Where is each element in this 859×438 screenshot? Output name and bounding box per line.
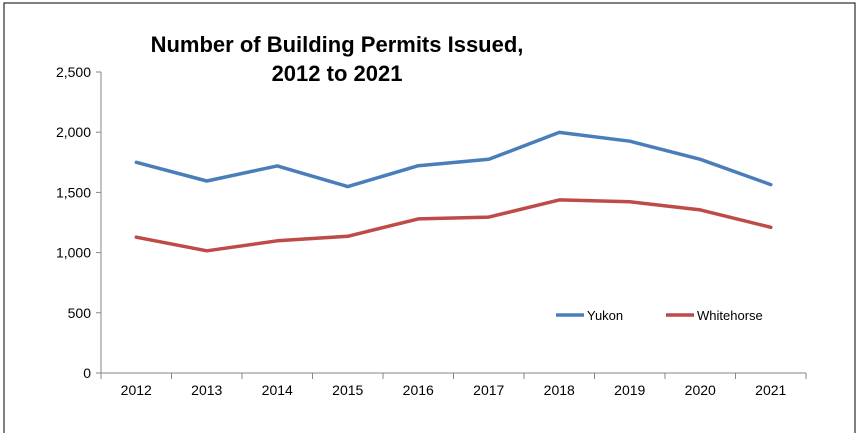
chart-border <box>3 2 856 433</box>
y-tick-label: 1,000 <box>56 245 91 261</box>
legend-label: Yukon <box>587 308 623 323</box>
x-tick-label: 2013 <box>191 382 222 398</box>
x-tick-label: 2020 <box>685 382 716 398</box>
chart-title-line-1: Number of Building Permits Issued, <box>151 32 524 57</box>
x-tick-label: 2019 <box>614 382 645 398</box>
series-lines <box>134 130 773 253</box>
series-line-whitehorse <box>134 198 773 253</box>
legend: Yukon Whitehorse <box>556 308 763 323</box>
line-chart: Number of Building Permits Issued, 2012 … <box>3 2 856 433</box>
y-tick-label: 0 <box>83 365 91 381</box>
series-line-yukon <box>134 130 773 189</box>
y-tick-label: 1,500 <box>56 184 91 200</box>
x-tick-label: 2021 <box>755 382 786 398</box>
axes: 0 500 1,000 1,500 2,000 2,500 2012 2013 2014 2015… <box>56 64 807 398</box>
x-tick-label: 2014 <box>262 382 293 398</box>
x-tick-label: 2012 <box>121 382 152 398</box>
x-tick-label: 2015 <box>332 382 363 398</box>
y-tick-label: 2,000 <box>56 124 91 140</box>
chart-title-line-2: 2012 to 2021 <box>272 61 403 86</box>
chart-area: Number of Building Permits Issued, 2012 … <box>3 2 856 433</box>
y-tick-label: 500 <box>68 305 92 321</box>
legend-label: Whitehorse <box>697 308 763 323</box>
y-tick-label: 2,500 <box>56 64 91 80</box>
x-tick-label: 2017 <box>473 382 504 398</box>
x-tick-label: 2018 <box>544 382 575 398</box>
x-tick-label: 2016 <box>403 382 434 398</box>
